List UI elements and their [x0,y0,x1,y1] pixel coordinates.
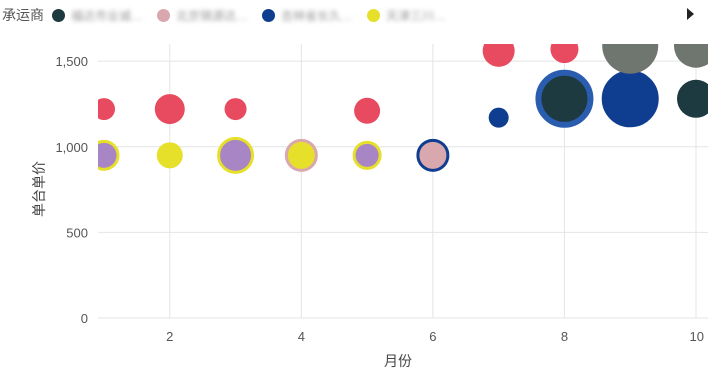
data-point[interactable] [217,136,255,174]
data-point[interactable] [90,139,120,171]
legend-marker [157,8,171,22]
x-tick-label: 4 [298,329,305,344]
legend-item[interactable]: 北京锦源达… [157,7,248,24]
x-tick-label: 6 [429,329,436,344]
legend-label: 福达市业诚… [71,8,144,23]
data-point[interactable] [482,35,515,67]
legend-next-arrow-icon[interactable] [687,8,694,20]
legend-label: 吉林省长久… [281,8,354,23]
data-point[interactable] [352,140,382,170]
y-tick-label: 0 [81,311,88,326]
legend-marker [367,8,381,22]
y-tick-label: 500 [66,225,88,240]
legend-item[interactable]: 福达市业诚… [52,7,143,24]
data-point[interactable] [224,98,247,121]
legend-item[interactable]: 天津三川… [367,7,446,24]
data-point[interactable] [602,18,659,74]
legend-label: 北京锦源达… [176,8,249,23]
y-tick-label: 1,500 [55,54,88,69]
y-tick-label: 1,000 [55,140,88,155]
legend-marker [52,8,65,22]
data-points [90,18,710,174]
data-point[interactable] [535,69,594,128]
data-point[interactable] [354,97,381,124]
tick-labels: 0 500 1,000 1,500 2 4 6 8 10 [55,54,704,344]
data-point[interactable] [550,35,579,64]
data-point[interactable] [416,138,450,172]
x-tick-label: 2 [166,329,173,344]
data-point[interactable] [677,79,710,118]
grid [98,44,708,319]
data-point[interactable] [284,138,318,172]
data-point[interactable] [93,98,115,121]
legend-title: 承运商 [2,7,44,23]
x-tick-label: 8 [561,329,568,344]
data-point[interactable] [601,70,659,128]
x-tick-label: 10 [690,329,704,344]
legend-marker [262,8,276,22]
y-axis-title: 单台单价 [31,161,47,217]
data-point[interactable] [674,24,710,68]
legend-label: 天津三川… [386,8,447,23]
x-axis-title: 月份 [384,353,412,369]
data-point[interactable] [488,107,509,128]
legend-item[interactable]: 吉林省长久… [262,7,353,24]
data-point[interactable] [154,94,185,125]
data-point[interactable] [156,142,183,169]
legend: 承运商 福达市业诚… 北京锦源达… 吉林省长久… 天津三川… [0,0,710,30]
